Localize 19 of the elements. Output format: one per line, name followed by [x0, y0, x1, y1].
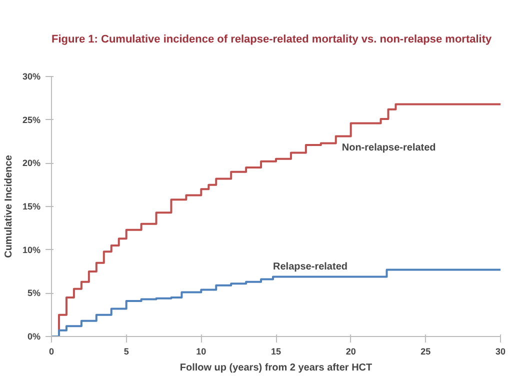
- x-axis-title: Follow up (years) from 2 years after HCT: [180, 362, 372, 374]
- y-tick-label: 30%: [22, 72, 40, 82]
- y-tick-label: 10%: [22, 244, 40, 255]
- x-tick-label: 30: [495, 346, 506, 356]
- y-tick-label: 0%: [27, 332, 41, 342]
- x-tick-label: 0: [48, 346, 54, 356]
- x-tick-label: 25: [420, 346, 431, 356]
- series-label: Relapse-related: [273, 262, 348, 273]
- x-tick-label: 10: [196, 346, 206, 356]
- y-tick-label: 5%: [27, 288, 41, 298]
- x-tick-label: 20: [346, 346, 356, 356]
- y-axis-title: Cumulative Incidence: [3, 154, 14, 258]
- x-tick-label: 5: [124, 346, 129, 356]
- series-label: Non-relapse-related: [342, 142, 436, 154]
- y-tick-label: 25%: [22, 114, 40, 125]
- chart-title: Figure 1: Cumulative incidence of relapse-related mortality vs. non-relapse mortality: [52, 34, 493, 46]
- y-tick-label: 15%: [22, 202, 40, 212]
- y-tick-label: 20%: [22, 158, 40, 168]
- x-tick-label: 15: [270, 346, 282, 356]
